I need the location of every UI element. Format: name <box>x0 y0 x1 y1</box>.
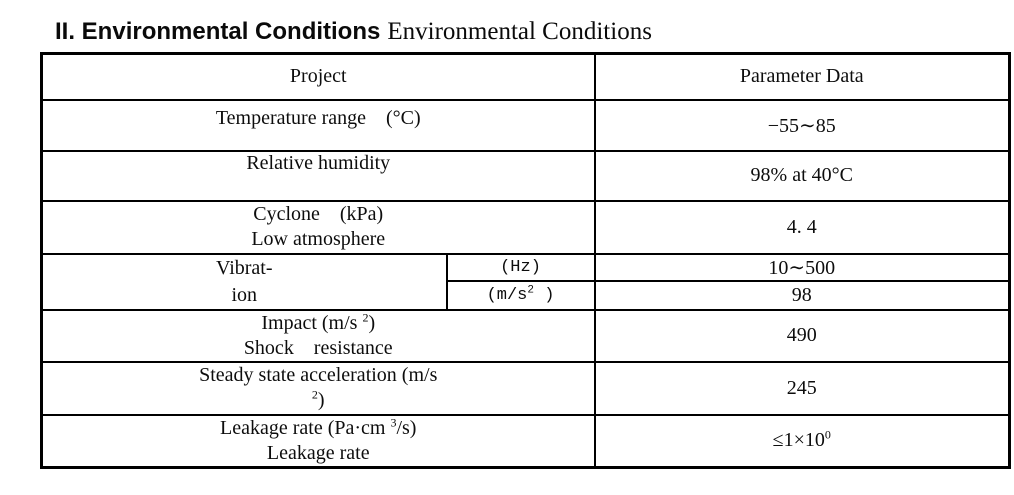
cyclone-label-cell: Cyclone (kPa) Low atmosphere <box>40 199 596 255</box>
vibration-hz-unit-cell: (Hz) <box>445 252 596 283</box>
vibration-ms-unit-cell: (m/s2 ) <box>445 280 596 311</box>
humidity-row: Relative humidity 98% at 40°C <box>40 149 1011 202</box>
impact-label-post: ) <box>368 311 376 334</box>
acceleration-value-cell: 245 <box>593 360 1011 416</box>
acceleration-row: Steady state acceleration (m/s 2) 245 <box>40 360 1011 416</box>
leakage-row: Leakage rate (Pa·cm 3/s) Leakage rate ≤1… <box>40 413 1011 468</box>
leakage-value-cell: ≤1×100 <box>593 413 1011 468</box>
acceleration-label-cell: Steady state acceleration (m/s 2) <box>40 360 596 416</box>
humidity-label-cell: Relative humidity <box>40 149 596 202</box>
vibration-ms-unit-superscript: 2 <box>527 284 534 297</box>
impact-label-line1: Impact (m/s 2) <box>44 309 593 336</box>
acceleration-label-line1: Steady state acceleration (m/s <box>199 364 438 386</box>
temperature-row: Temperature range (°C) −55∼85 <box>40 98 1011 152</box>
acceleration-label-post: ) <box>317 389 325 411</box>
vibration-ms-value-cell: 98 <box>593 280 1011 311</box>
header-row: Project Parameter Data <box>40 52 1011 101</box>
page-title-bold-segment: II. Environmental Conditions <box>55 18 381 45</box>
cyclone-label-line2: Low atmosphere <box>251 228 386 250</box>
vibration-ms-unit-post: ) <box>534 285 555 305</box>
vibration-hz-row: Vibrat- ion (Hz) 10∼500 <box>40 252 1011 311</box>
header-parameter-data-cell: Parameter Data <box>593 52 1011 101</box>
leakage-label-post: /s) <box>396 416 417 439</box>
leakage-label-superscript: 3 <box>390 414 397 429</box>
leakage-label-line1: Leakage rate (Pa·cm 3/s) <box>44 414 593 440</box>
impact-row: Impact (m/s 2) Shock resistance 490 <box>40 308 1011 363</box>
temperature-label-cell: Temperature range (°C) <box>40 98 596 152</box>
vibration-label-line1: Vibrat- <box>215 256 273 279</box>
page-title: II. Environmental Conditions Environmenta… <box>55 10 652 47</box>
temperature-value-cell: −55∼85 <box>593 98 1011 152</box>
leakage-label-pre: Leakage rate (Pa·cm <box>220 416 391 439</box>
leakage-label-line2: Leakage rate <box>266 441 370 464</box>
vibration-ms-unit-pre: (m/s <box>486 285 528 305</box>
header-project-cell: Project <box>40 52 596 101</box>
cyclone-row: Cyclone (kPa) Low atmosphere 4. 4 <box>40 199 1011 255</box>
leakage-value-base: ≤1×10 <box>772 429 825 451</box>
vibration-label-cell: Vibrat- ion <box>40 252 448 311</box>
cyclone-value-cell: 4. 4 <box>593 199 1011 255</box>
vibration-hz-value-cell: 10∼500 <box>593 252 1011 283</box>
acceleration-label-line2: 2) <box>44 387 593 413</box>
leakage-value-superscript: 0 <box>824 427 831 442</box>
impact-value-cell: 490 <box>593 308 1011 363</box>
impact-label-superscript: 2 <box>362 309 369 324</box>
leakage-label-cell: Leakage rate (Pa·cm 3/s) Leakage rate <box>40 413 596 468</box>
vibration-label-line2: ion <box>231 283 258 306</box>
impact-label-line2: Shock resistance <box>243 336 393 359</box>
impact-label-cell: Impact (m/s 2) Shock resistance <box>40 308 596 363</box>
vibration-ms-row: (m/s2 ) 98 <box>42 280 1011 311</box>
environmental-conditions-table: Project Parameter Data Temperature range… <box>40 52 1011 469</box>
page-title-serif-segment: Environmental Conditions <box>387 18 652 45</box>
acceleration-label-superscript: 2 <box>311 387 318 402</box>
impact-label-pre: Impact (m/s <box>261 311 363 334</box>
humidity-value-cell: 98% at 40°C <box>593 149 1011 202</box>
cyclone-label-line1: Cyclone (kPa) <box>253 203 384 225</box>
